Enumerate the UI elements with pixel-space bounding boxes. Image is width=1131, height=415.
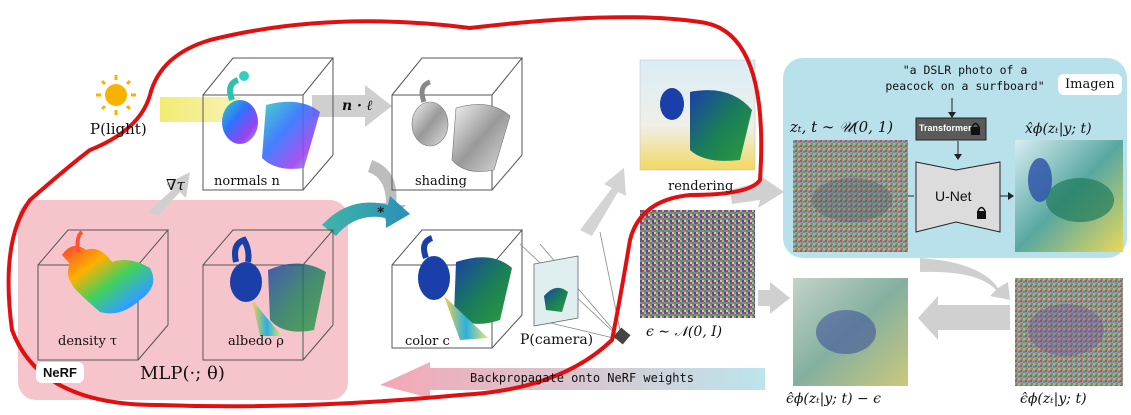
camera-frustum [519,231,623,341]
lock-icon [971,122,980,135]
mlp-label: MLP(·; θ) [140,363,225,384]
eps-hat-image [1015,278,1123,386]
normals-peacock [222,71,320,169]
noisy-latent-image [793,140,908,252]
normals-label: normals n [214,174,280,189]
albedo-to-color-arrow [322,196,410,236]
sun-icon [96,75,136,115]
backprop-label: Backpropagate onto NeRF weights [470,371,694,385]
density-peacock [62,230,154,314]
arrowhead-icon [954,154,962,160]
camera-plane-peacock [544,287,568,312]
eps-hat-silhouette [1028,304,1104,356]
xhat-label: x̂ϕ(zₜ|y; t) [1025,121,1092,137]
transformer-label: Transformer [919,123,972,133]
eps-subtract-arrow [918,296,1010,340]
albedo-peacock [230,236,326,336]
transformer-block [915,117,987,141]
predicted-peacock-head [1028,158,1052,202]
camera-label: P(camera) [520,332,594,348]
backprop-arrow [380,362,765,398]
arrowhead-icon [948,112,956,118]
lock-icon [977,206,986,219]
light-label: P(light) [90,120,147,138]
gradient-label: ∇τ [166,176,185,194]
predicted-peacock-body [1046,178,1114,222]
noise-to-eps-arrow [758,282,790,314]
render-arrow [580,168,626,236]
nerf-region [18,200,348,400]
n-dot-l-label: n · ℓ [342,98,373,114]
rendering-label: rendering [668,179,734,194]
imagen-out-arrow [920,258,1010,300]
color-label: color c [405,334,450,349]
noise-image [640,210,755,318]
n-dot-l-arrow [312,85,392,127]
optimized-region-outline [6,15,764,409]
eps-hat-label: ϵ̂ϕ(zₜ|y; t) [1020,391,1087,407]
color-peacock [418,235,512,340]
density-label: density τ [58,334,118,349]
eps-diff-silhouette [816,310,876,354]
eps-diff-label: ϵ̂ϕ(zₜ|y; t) − ϵ [786,391,882,407]
light-beam [160,97,240,122]
camera-icon [613,327,631,345]
rendering-peacock-head [660,88,684,120]
shading-peacock [411,79,511,172]
gradient-arrow [148,172,190,216]
nerf-badge: NeRF [36,362,84,383]
prompt-text: "a DSLR photo of a peacock on a surfboar… [885,63,1045,93]
shading-label: shading [415,174,467,189]
albedo-label: albedo ρ [228,334,284,349]
rendering-peacock [690,90,752,161]
arrowhead-icon [1008,192,1014,200]
imagen-badge: Imagen [1058,74,1122,95]
noise-label: ϵ ∼ 𝒩(0, I) [646,324,723,340]
unet-label: U-Net [935,188,972,204]
zt-label: zₜ, t ∼ 𝒰(0, 1) [790,118,894,136]
render-to-imagen-arrow [730,174,784,208]
product-marker: * [377,205,385,221]
noisy-latent-silhouette [812,178,892,222]
